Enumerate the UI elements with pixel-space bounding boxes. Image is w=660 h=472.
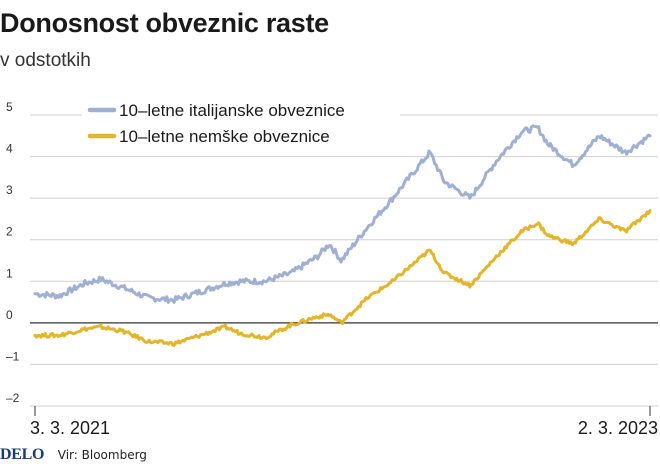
legend-box [82, 95, 400, 155]
series-line-italy [33, 124, 652, 304]
line-chart: 5 4 3 2 1 0 –1 –2 3. 3. 2021 2. 3. 2023 10–letne i… [6, 95, 658, 438]
legend-label: 10–letne nemške obveznice [119, 127, 330, 146]
y-tick-label: 1 [6, 266, 13, 280]
y-tick-label: –2 [6, 391, 20, 405]
source-note: Vir: Bloomberg [57, 448, 147, 462]
y-tick-label: 0 [6, 308, 13, 322]
y-tick-label: –1 [6, 349, 20, 363]
legend-label: 10–letne italijanske obveznice [119, 101, 345, 120]
y-tick-label: 3 [6, 183, 13, 197]
x-tick-label: 3. 3. 2021 [30, 418, 110, 438]
y-tick-label: 4 [6, 142, 13, 156]
x-tick-label: 2. 3. 2023 [578, 418, 658, 438]
delo-logo: DELO [0, 446, 45, 463]
series-line-germany [33, 209, 652, 347]
chart-title: Donosnost obveznic raste [0, 8, 329, 38]
y-tick-label: 5 [6, 100, 13, 114]
chart-footer: DELO Vir: Bloomberg [0, 446, 147, 464]
y-tick-label: 2 [6, 225, 13, 239]
chart-subtitle: v odstotkih [0, 50, 91, 71]
